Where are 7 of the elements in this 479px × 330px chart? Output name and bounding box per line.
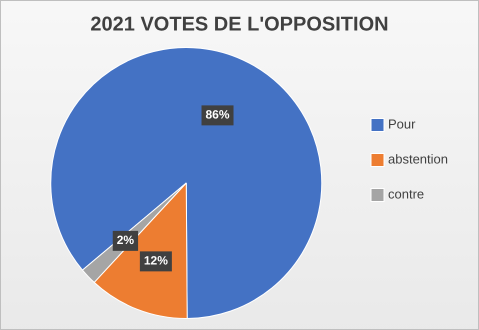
legend-label: Pour bbox=[388, 116, 416, 132]
chart-title: 2021 VOTES DE L'OPPOSITION bbox=[90, 14, 389, 36]
legend-label: abstention bbox=[388, 152, 448, 167]
data-label: 12% bbox=[144, 254, 168, 268]
legend-label: contre bbox=[388, 186, 424, 202]
data-label: 2% bbox=[116, 233, 134, 248]
data-label: 86% bbox=[206, 108, 230, 122]
